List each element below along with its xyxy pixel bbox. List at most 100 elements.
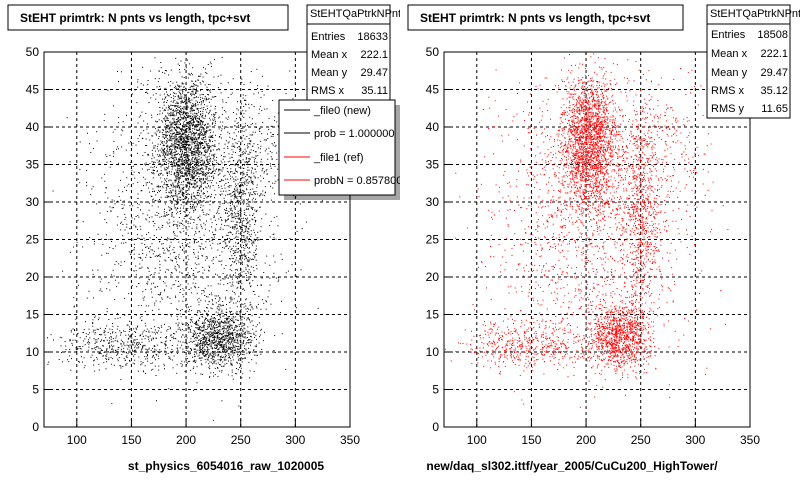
data-point [226,340,228,342]
data-point [200,134,202,136]
data-point [208,185,209,187]
data-point [197,114,199,116]
data-point [209,230,210,232]
data-point [120,222,121,224]
data-point [166,169,168,171]
data-point [159,293,161,295]
data-point [199,311,201,313]
data-point [199,134,201,136]
data-point [176,261,178,263]
data-point [202,255,204,257]
data-point [177,186,179,188]
data-point [199,122,201,124]
data-point [187,181,189,183]
data-point [249,220,251,222]
data-point [202,341,204,343]
data-point [200,123,201,125]
data-point [213,177,215,179]
data-point [196,337,198,339]
data-point [235,333,237,335]
data-point [196,324,198,326]
data-point [185,134,187,135]
data-point [244,323,246,325]
data-point [99,347,101,349]
data-point [221,170,223,172]
data-point [158,254,159,256]
data-point [196,336,198,338]
data-point [204,333,206,335]
data-point [142,138,144,140]
data-point [212,158,214,160]
data-point [255,198,256,200]
data-point [285,369,287,370]
data-point [110,341,112,343]
data-point [177,318,179,320]
data-point [203,188,204,190]
data-point [214,350,216,352]
data-point [171,336,173,338]
data-point [154,223,156,224]
data-point [137,370,139,372]
data-point [111,207,113,209]
data-point [233,340,235,342]
data-point [237,348,239,350]
data-point [231,364,233,366]
data-point [103,173,105,175]
data-point [214,140,216,142]
data-point [170,140,172,141]
data-point [209,200,211,202]
data-point [137,138,139,140]
data-point [170,93,171,95]
data-point [246,218,248,220]
data-point [189,74,191,76]
data-point [177,164,179,166]
data-point [233,205,235,207]
data-point [122,224,124,225]
data-point [218,333,220,335]
data-point [229,338,231,340]
data-point [169,207,171,209]
data-point [183,138,185,140]
data-point [291,264,293,266]
data-point [228,225,230,227]
data-point [190,148,192,150]
data-point [107,197,109,199]
data-point [124,359,126,361]
data-point [191,310,193,312]
data-point [148,154,150,156]
data-point [214,356,215,358]
data-point [128,183,130,185]
data-point [193,334,195,335]
data-point [162,141,164,143]
data-point [196,160,198,162]
data-point [179,98,181,100]
data-point [185,342,187,344]
data-point [178,158,179,160]
data-point [213,154,215,156]
data-point [136,344,138,346]
data-point [180,148,182,150]
data-point [183,106,185,108]
data-point [197,171,199,173]
data-point [120,276,122,278]
data-point [169,138,171,139]
data-point [185,135,187,137]
data-point [179,156,181,158]
data-point [201,107,203,109]
data-point [241,335,243,337]
data-point [232,331,234,333]
data-point [244,345,246,347]
data-point [243,323,245,325]
data-point [172,110,174,112]
data-point [203,134,205,136]
data-point [67,359,69,361]
data-point [189,163,191,165]
data-point [207,342,209,344]
data-point [220,312,222,314]
data-point [199,82,201,84]
data-point [169,135,171,137]
data-point [172,109,174,111]
data-point [221,328,223,330]
data-point [228,357,230,358]
data-point [199,127,201,129]
